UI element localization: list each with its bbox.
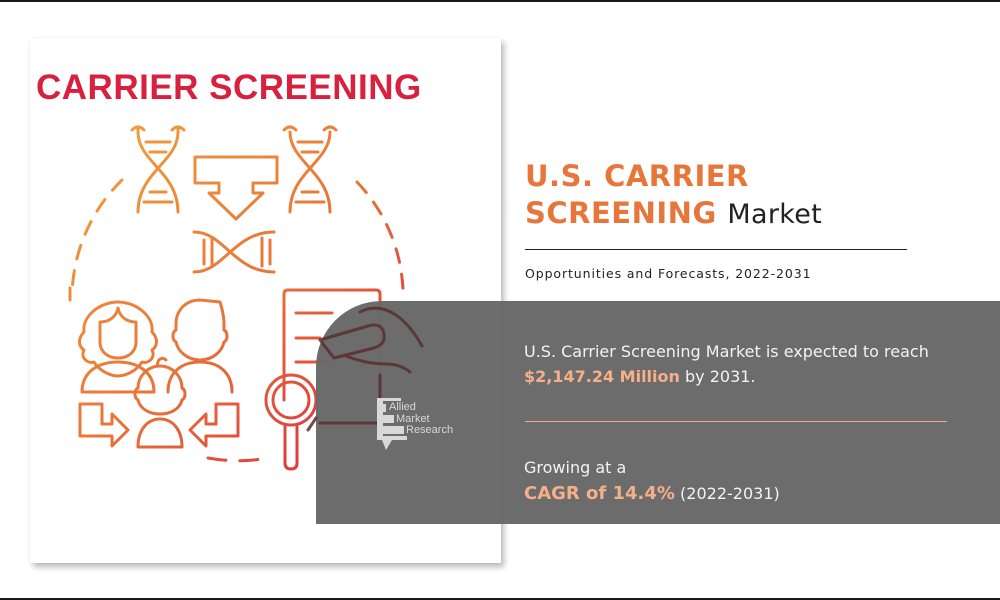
- cagr-prefix: Growing at a: [524, 458, 627, 477]
- dna-icon: [130, 125, 186, 214]
- logo-line1: Allied: [389, 401, 416, 413]
- headline-line1: U.S. CARRIER: [525, 159, 749, 193]
- document-icon: [282, 288, 382, 402]
- headline-line2-text: SCREENING: [525, 196, 717, 230]
- logo-text: Allied Market Research: [389, 401, 454, 437]
- market-size-suffix: by 2031.: [679, 367, 756, 386]
- woman-icon: [78, 300, 158, 394]
- child-icon: [133, 356, 187, 449]
- man-icon: [166, 298, 234, 394]
- stats-panel: [316, 301, 1000, 524]
- cagr-stat: Growing at a CAGR of 14.4% (2022-2031): [524, 455, 954, 507]
- headline-suffix: Market: [727, 199, 822, 230]
- arrow-left-icon: [188, 402, 240, 448]
- headline-divider: [525, 249, 907, 250]
- dashed-circle: [70, 178, 124, 298]
- market-size-value: $2,147.24 Million: [524, 367, 680, 386]
- report-headline: U.S. CARRIER SCREENING Market: [525, 158, 822, 233]
- arrow-right-icon: [78, 402, 130, 448]
- dna-icon: [192, 230, 276, 274]
- cagr-line: CAGR of 14.4% (2022-2031): [524, 481, 954, 507]
- stats-divider: [525, 421, 947, 422]
- headline-line2: SCREENING Market: [525, 195, 822, 233]
- cagr-value: CAGR of 14.4%: [524, 483, 675, 504]
- report-subtitle: Opportunities and Forecasts, 2022-2031: [525, 266, 812, 281]
- arrow-down-icon: [193, 155, 279, 221]
- market-size-prefix: U.S. Carrier Screening Market is expecte…: [524, 342, 929, 361]
- bottom-border: [0, 598, 1000, 600]
- market-size-stat: U.S. Carrier Screening Market is expecte…: [524, 339, 954, 389]
- cagr-suffix: (2022-2031): [674, 484, 780, 503]
- top-border: [0, 0, 1000, 2]
- logo-line3: Research: [406, 424, 454, 436]
- dna-icon: [282, 125, 338, 214]
- allied-market-research-logo-icon: [377, 398, 407, 450]
- logo-line2: Market: [396, 412, 430, 425]
- card-title: CARRIER SCREENING: [36, 68, 422, 107]
